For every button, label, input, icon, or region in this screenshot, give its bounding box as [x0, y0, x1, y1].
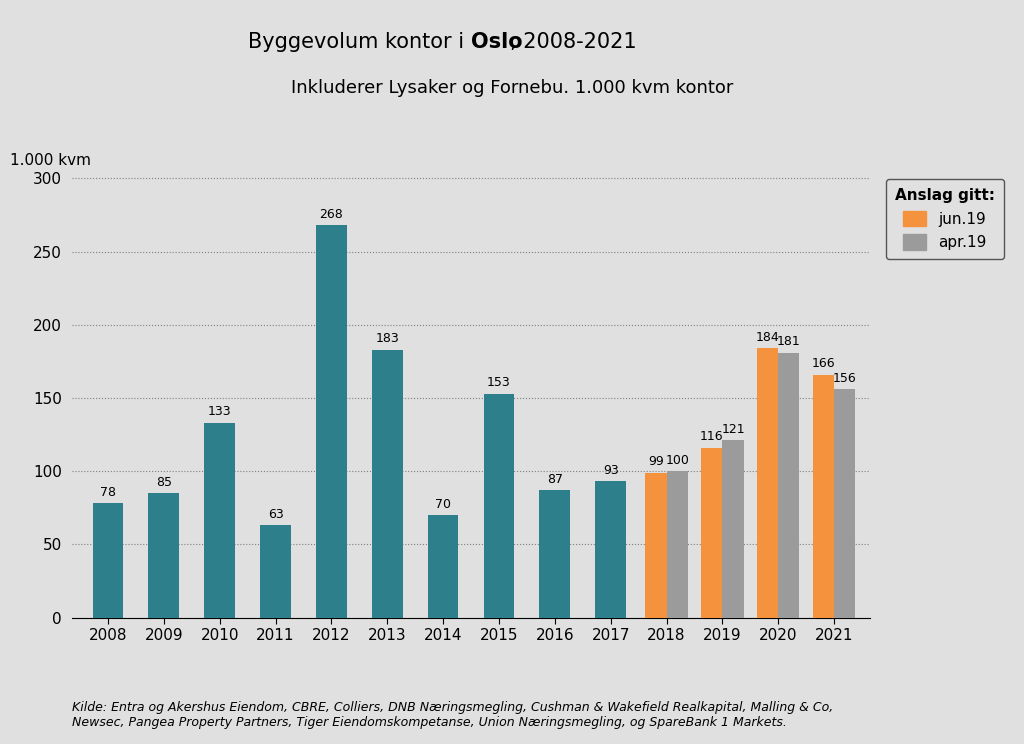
Text: 133: 133 [208, 405, 231, 418]
Bar [92, 504, 123, 618]
Bar [757, 348, 778, 618]
Text: 93: 93 [603, 464, 618, 477]
Bar [645, 472, 667, 618]
Bar [540, 490, 570, 618]
Text: Oslo: Oslo [471, 32, 522, 52]
Legend: jun.19, apr.19: jun.19, apr.19 [886, 179, 1005, 260]
Text: 121: 121 [721, 423, 744, 436]
Text: 268: 268 [319, 208, 343, 221]
Bar [260, 525, 291, 618]
Bar [205, 423, 236, 618]
Bar [316, 225, 347, 618]
Bar [667, 471, 688, 618]
Bar [722, 440, 743, 618]
Text: Byggevolum kontor i: Byggevolum kontor i [248, 32, 471, 52]
Text: 1.000 kvm: 1.000 kvm [10, 153, 91, 167]
Text: 99: 99 [648, 455, 664, 468]
Bar [778, 353, 800, 618]
Text: Kilde: Entra og Akershus Eiendom, CBRE, Colliers, DNB Næringsmegling, Cushman & : Kilde: Entra og Akershus Eiendom, CBRE, … [72, 701, 833, 729]
Text: 116: 116 [700, 430, 724, 443]
Bar [428, 515, 459, 618]
Text: 156: 156 [833, 372, 857, 385]
Text: 78: 78 [100, 486, 116, 499]
Bar [835, 389, 855, 618]
Bar [813, 374, 835, 618]
Bar [701, 448, 722, 618]
Text: 70: 70 [435, 498, 452, 510]
Bar [148, 493, 179, 618]
Text: 87: 87 [547, 472, 563, 486]
Text: 184: 184 [756, 331, 779, 344]
Bar [483, 394, 514, 618]
Text: 153: 153 [487, 376, 511, 389]
Text: 100: 100 [666, 454, 689, 466]
Bar [595, 481, 626, 618]
Text: 63: 63 [267, 508, 284, 521]
Text: , 2008-2021: , 2008-2021 [510, 32, 637, 52]
Text: 85: 85 [156, 475, 172, 489]
Text: 183: 183 [376, 333, 399, 345]
Bar [372, 350, 402, 618]
Text: 181: 181 [777, 336, 801, 348]
Text: 166: 166 [812, 357, 836, 371]
Text: Inkluderer Lysaker og Fornebu. 1.000 kvm kontor: Inkluderer Lysaker og Fornebu. 1.000 kvm… [291, 79, 733, 97]
